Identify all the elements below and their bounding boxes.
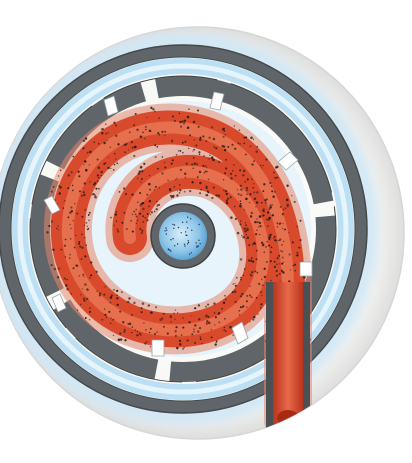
outer-housing-ring xyxy=(0,45,367,413)
central-core xyxy=(159,212,207,260)
vent-slots xyxy=(43,91,313,357)
inlet-pipe xyxy=(266,282,310,439)
outer-coolant-halo xyxy=(0,34,378,424)
core-particles xyxy=(164,216,201,255)
